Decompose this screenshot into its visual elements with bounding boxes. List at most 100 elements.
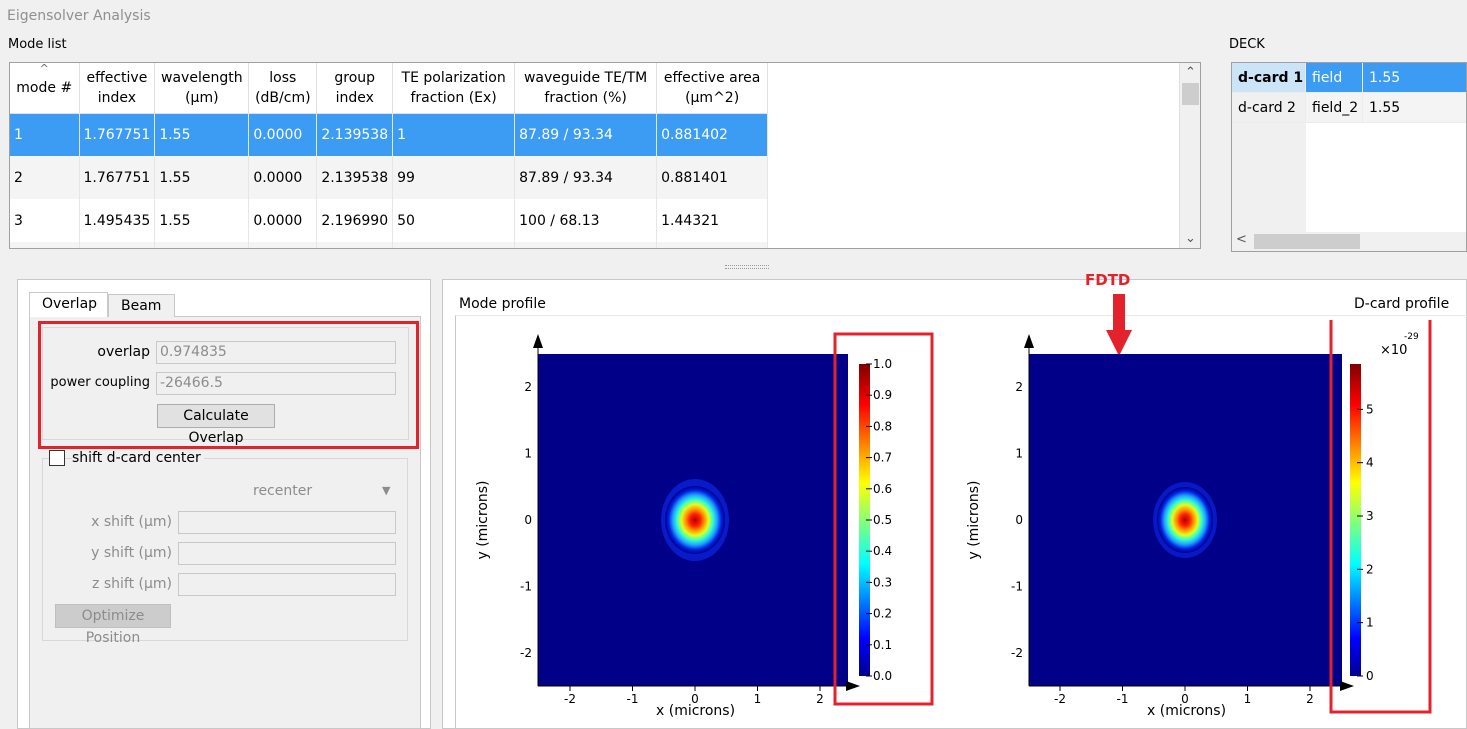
x-tick-label: -1 — [1117, 692, 1129, 706]
deck-table[interactable]: d-card 1 field 1.55 d-card 2 field_2 1.5… — [1231, 62, 1467, 252]
table-cell: 0.881401 — [656, 156, 769, 199]
table-cell: 2.139538 — [316, 156, 394, 199]
mode-list-scrollbar[interactable]: ⌃ ⌄ — [1179, 63, 1200, 248]
col-header-mode[interactable]: ^ mode # — [10, 63, 80, 114]
col-header-loss[interactable]: loss (dB/cm) — [248, 63, 318, 114]
y-tick-label: 0 — [524, 513, 532, 527]
col-header-te-fraction[interactable]: TE polarization fraction (Ex) — [392, 63, 516, 114]
y-tick-label: -1 — [1011, 580, 1023, 594]
col-header-effective-index[interactable]: effective index — [79, 63, 156, 114]
colorbar-tick-label: 1.0 — [873, 357, 892, 371]
plots-canvas: 1.0 0.9 0.8 0.7 0.6 0.5 0.4 0.3 0.2 0.1 0.0 5 4 3 2 1 0… — [520, 320, 1432, 714]
table-cell: 87.89 / 93.34 — [514, 113, 658, 156]
tab-beam[interactable]: Beam — [108, 294, 175, 317]
colorbar-tick-label: 2 — [1366, 562, 1374, 576]
table-row[interactable]: 3 1.495435 1.55 0.0000 2.196990 50 100 /… — [10, 199, 769, 242]
y-tick-label: -2 — [1011, 646, 1023, 660]
colorbar-tick-label: 0.4 — [873, 544, 892, 558]
z-shift-label: z shift (µm) — [92, 576, 172, 592]
table-cell: 2 — [10, 156, 80, 199]
x-tick-label: -2 — [564, 692, 576, 706]
col-header-te-tm-fraction[interactable]: waveguide TE/TM fraction (%) — [514, 63, 658, 114]
shift-dcard-checkbox[interactable] — [49, 450, 65, 466]
y-tick-label: 2 — [524, 380, 532, 394]
colorbar-tick-label: 5 — [1366, 402, 1374, 416]
mode-profile-title: Mode profile — [459, 296, 546, 312]
mode-colorbar — [859, 364, 870, 676]
colorbar-tick-label: 0.8 — [873, 419, 892, 433]
window-title: Eigensolver Analysis — [7, 8, 151, 24]
scroll-up-icon[interactable]: ⌃ — [1185, 65, 1196, 80]
table-cell: 50 — [392, 199, 516, 242]
scrollbar-thumb[interactable] — [1182, 83, 1199, 105]
dcard-intensity — [1157, 487, 1213, 553]
shift-dcard-label: shift d-card center — [72, 450, 204, 466]
deck-cell: 1.55 — [1363, 93, 1466, 123]
table-cell: 100 / 68.13 — [514, 199, 658, 242]
table-cell: 3 — [10, 199, 80, 242]
x-shift-label: x shift (µm) — [91, 514, 172, 530]
scrollbar-thumb[interactable] — [1254, 234, 1360, 249]
deck-cell: field_2 — [1306, 93, 1363, 123]
highlight-box — [833, 332, 934, 706]
table-cell: 99 — [392, 156, 516, 199]
table-cell: 87.89 / 93.34 — [514, 156, 658, 199]
splitter-handle[interactable] — [725, 265, 769, 269]
fdtd-annotation: FDTD — [1085, 271, 1131, 289]
table-cell: 1.55 — [154, 113, 250, 156]
col-header-wavelength[interactable]: wavelength (µm) — [154, 63, 250, 114]
recenter-dropdown[interactable]: recenter — [253, 483, 313, 499]
deck-cell: field — [1306, 63, 1363, 93]
table-cell: 1.495435 — [79, 199, 156, 242]
colorbar-tick-label: 3 — [1366, 509, 1374, 523]
table-cell: 1.44321 — [656, 199, 769, 242]
plots-inner-frame — [455, 315, 1467, 729]
mode-list-table[interactable]: ^ mode # effective index wavelength (µm) lo… — [9, 62, 1201, 249]
scroll-left-icon[interactable]: < — [1236, 232, 1247, 247]
table-cell: 0.0000 — [248, 113, 318, 156]
table-row-partial — [10, 242, 769, 248]
scroll-down-icon[interactable]: ⌄ — [1185, 231, 1196, 246]
dcard-colorbar — [1350, 364, 1361, 676]
power-coupling-label: power coupling — [50, 375, 150, 390]
col-header-group-index[interactable]: group index — [316, 63, 394, 114]
col-header-effective-area[interactable]: effective area (µm^2) — [656, 63, 769, 114]
optimize-position-button[interactable]: Optimize Position — [55, 604, 171, 646]
y-tick-label: -2 — [520, 646, 532, 660]
x-tick-label: -1 — [627, 692, 639, 706]
y-axis-arrow-icon — [1024, 334, 1034, 348]
mode-table: ^ mode # effective index wavelength (µm) lo… — [10, 63, 769, 248]
deck-cell: d-card 2 — [1232, 93, 1306, 123]
deck-cell: 1.55 — [1363, 63, 1466, 93]
table-cell: 2.196990 — [316, 199, 394, 242]
deck-cell: d-card 1 — [1232, 63, 1306, 93]
overlap-label: overlap — [97, 344, 150, 360]
y-axis-arrow-icon — [533, 334, 543, 348]
power-coupling-field: -26466.5 — [156, 372, 396, 395]
y-shift-field[interactable] — [178, 542, 396, 565]
red-arrow-icon — [1106, 294, 1132, 356]
table-cell: 0.0000 — [248, 156, 318, 199]
table-row[interactable]: 1 1.767751 1.55 0.0000 2.139538 1 87.89 … — [10, 113, 769, 156]
table-cell: 0.881402 — [656, 113, 769, 156]
tab-overlap[interactable]: Overlap — [29, 292, 108, 317]
x-tick-label: 2 — [816, 692, 824, 706]
colorbar-tick-label: 0 — [1366, 669, 1374, 683]
deck-hscrollbar[interactable]: < — [1232, 232, 1466, 251]
overlap-value-field: 0.974835 — [156, 341, 396, 364]
colorbar-tick-label: 0.5 — [873, 513, 892, 527]
calculate-overlap-button[interactable]: Calculate Overlap — [157, 404, 275, 446]
table-cell: 1.55 — [154, 156, 250, 199]
x-shift-field[interactable] — [178, 511, 396, 534]
colorbar-tick-label: 0.7 — [873, 451, 892, 465]
z-shift-field[interactable] — [178, 573, 396, 596]
colorbar-tick-label: 0.6 — [873, 482, 892, 496]
overlap-group — [42, 327, 409, 440]
shift-group — [42, 458, 408, 641]
table-cell: 1 — [392, 113, 516, 156]
x-tick-label: 1 — [754, 692, 762, 706]
y-tick-label: 1 — [524, 447, 532, 461]
chevron-down-icon[interactable]: ▼ — [382, 484, 391, 497]
table-row[interactable]: 2 1.767751 1.55 0.0000 2.139538 99 87.89… — [10, 156, 769, 199]
x-axis-arrow-icon — [846, 681, 860, 691]
